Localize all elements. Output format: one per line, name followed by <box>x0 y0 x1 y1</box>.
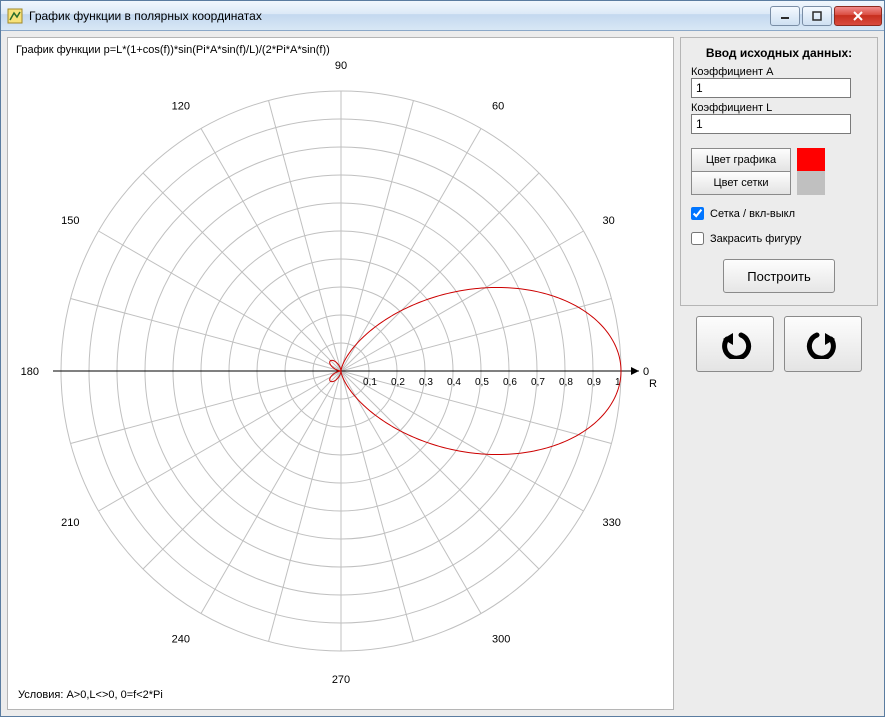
coef-a-input[interactable] <box>691 78 851 98</box>
svg-text:0,1: 0,1 <box>363 377 377 388</box>
color-row: Цвет графика Цвет сетки <box>691 148 867 195</box>
svg-text:270: 270 <box>331 674 349 686</box>
redo-icon <box>803 327 843 362</box>
undo-button[interactable] <box>696 316 774 372</box>
window-controls <box>770 6 882 26</box>
svg-text:30: 30 <box>602 215 614 227</box>
svg-text:0,5: 0,5 <box>475 377 489 388</box>
input-group: Ввод исходных данных: Коэффициент A Коэф… <box>680 37 878 306</box>
svg-text:0,6: 0,6 <box>503 377 517 388</box>
window-title: График функции в полярных координатах <box>29 9 770 23</box>
formula-text: График функции p=L*(1+cos(f))*sin(Pi*A*s… <box>16 44 665 56</box>
undo-icon <box>715 327 755 362</box>
nav-row <box>680 316 878 372</box>
conditions-text: Условия: A>0,L<>0, 0=f<2*Pi <box>18 689 163 701</box>
redo-button[interactable] <box>784 316 862 372</box>
grid-toggle-row[interactable]: Сетка / вкл-выкл <box>691 207 867 220</box>
svg-text:0,8: 0,8 <box>559 377 573 388</box>
swatch-graph-color <box>797 148 825 172</box>
maximize-button[interactable] <box>802 6 832 26</box>
svg-text:90: 90 <box>334 61 346 72</box>
side-panel: Ввод исходных данных: Коэффициент A Коэф… <box>680 37 878 710</box>
svg-text:0,4: 0,4 <box>447 377 461 388</box>
color-graph-button[interactable]: Цвет графика <box>691 148 791 172</box>
fill-shape-label: Закрасить фигуру <box>710 233 801 245</box>
svg-text:0,9: 0,9 <box>587 377 601 388</box>
fill-shape-checkbox[interactable] <box>691 232 704 245</box>
app-icon <box>7 8 23 24</box>
app-window: График функции в полярных координатах Гр… <box>0 0 885 717</box>
grid-toggle-checkbox[interactable] <box>691 207 704 220</box>
svg-text:0,2: 0,2 <box>391 377 405 388</box>
build-button[interactable]: Построить <box>723 259 835 293</box>
fill-shape-row[interactable]: Закрасить фигуру <box>691 232 867 245</box>
svg-text:180: 180 <box>21 366 39 378</box>
group-title: Ввод исходных данных: <box>691 46 867 60</box>
swatch-grid-color <box>797 171 825 195</box>
svg-text:150: 150 <box>61 215 79 227</box>
coef-a-label: Коэффициент A <box>691 66 867 78</box>
color-grid-button[interactable]: Цвет сетки <box>691 171 791 195</box>
svg-text:240: 240 <box>171 633 189 645</box>
svg-text:0,7: 0,7 <box>531 377 545 388</box>
client-area: График функции p=L*(1+cos(f))*sin(Pi*A*s… <box>1 31 884 716</box>
close-button[interactable] <box>834 6 882 26</box>
svg-text:330: 330 <box>602 517 620 529</box>
titlebar: График функции в полярных координатах <box>1 1 884 31</box>
svg-text:0,3: 0,3 <box>419 377 433 388</box>
chart-area: R0,10,20,30,40,50,60,70,80,9103060901201… <box>16 58 665 703</box>
svg-text:0: 0 <box>643 366 649 378</box>
coef-l-input[interactable] <box>691 114 851 134</box>
svg-text:R: R <box>649 378 657 390</box>
svg-text:300: 300 <box>492 633 510 645</box>
coef-l-label: Коэффициент L <box>691 102 867 114</box>
grid-toggle-label: Сетка / вкл-выкл <box>710 208 795 220</box>
svg-text:120: 120 <box>171 100 189 112</box>
chart-panel: График функции p=L*(1+cos(f))*sin(Pi*A*s… <box>7 37 674 710</box>
minimize-button[interactable] <box>770 6 800 26</box>
svg-text:210: 210 <box>61 517 79 529</box>
polar-chart: R0,10,20,30,40,50,60,70,80,9103060901201… <box>21 61 661 701</box>
svg-text:60: 60 <box>492 100 504 112</box>
